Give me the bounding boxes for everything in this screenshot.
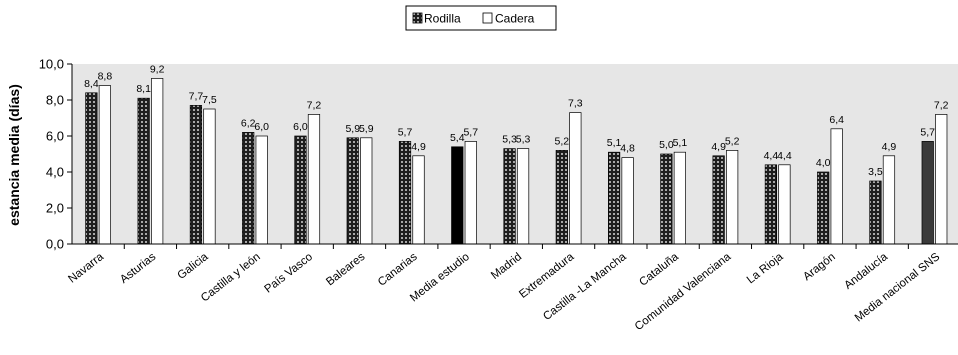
legend-swatch-cadera — [482, 12, 493, 24]
bar-rodilla — [555, 150, 568, 245]
y-tick-label: 8,0 — [46, 93, 64, 108]
bar-cadera — [360, 137, 373, 245]
x-tick-label: Aragón — [801, 251, 838, 283]
value-label-cadera: 7,5 — [202, 94, 217, 106]
bar-rodilla — [817, 171, 830, 245]
bar-rodilla — [398, 141, 412, 245]
y-tick-label: 0,0 — [46, 237, 64, 252]
x-tick-label: Media nacional SNS — [853, 251, 943, 325]
value-label-cadera: 7,2 — [934, 99, 949, 111]
value-label-cadera: 6,4 — [829, 114, 844, 126]
value-label-cadera: 6,0 — [254, 121, 269, 133]
value-label-cadera: 7,2 — [307, 99, 322, 111]
bar-cadera — [255, 135, 268, 245]
value-label-cadera: 4,9 — [411, 141, 426, 153]
value-label-rodilla: 5,2 — [555, 135, 570, 147]
x-tick-label: Comunidad Valenciana — [633, 251, 734, 334]
value-label-rodilla: 5,0 — [659, 139, 674, 151]
legend-label-rodilla: Rodilla — [424, 12, 461, 26]
legend: Rodilla Cadera — [405, 5, 557, 31]
x-tick-label: Madrid — [489, 251, 524, 282]
bar-cadera — [307, 114, 321, 245]
value-label-rodilla: 4,9 — [711, 141, 726, 153]
bar-cadera — [516, 148, 530, 245]
y-tick-label: 2,0 — [46, 201, 64, 216]
value-label-rodilla: 5,3 — [502, 134, 517, 146]
value-label-cadera: 8,8 — [98, 71, 113, 83]
value-label-rodilla: 3,5 — [868, 166, 883, 178]
value-labels: 8,48,88,19,27,77,56,26,0 6,07,25,95,9 5,74… — [84, 63, 949, 178]
bar-rodilla — [921, 141, 934, 245]
value-label-rodilla: 4,0 — [816, 157, 831, 169]
x-tick-label: Canarias — [376, 251, 420, 289]
value-label-rodilla: 6,2 — [241, 117, 256, 129]
legend-label-cadera: Cadera — [495, 12, 535, 26]
x-tick-label: Baleares — [324, 251, 367, 289]
value-label-cadera: 5,3 — [516, 134, 531, 146]
bar-rodilla — [294, 135, 307, 245]
bar-cadera — [830, 128, 843, 245]
value-label-rodilla: 5,9 — [345, 123, 360, 135]
bar-cadera — [464, 141, 477, 245]
bar-rodilla — [869, 180, 882, 245]
value-label-rodilla: 8,1 — [136, 83, 151, 95]
x-tick-label: País Vasco — [263, 251, 316, 296]
bar-rodilla — [764, 164, 778, 245]
x-tick-label: La Rioja — [745, 251, 786, 287]
value-label-rodilla: 6,0 — [293, 121, 308, 133]
value-label-rodilla: 8,4 — [84, 78, 99, 90]
y-tick-label: 10,0 — [39, 57, 64, 72]
value-label-cadera: 9,2 — [150, 63, 165, 75]
x-tick-label: Asturias — [118, 251, 158, 286]
bar-rodilla — [85, 92, 98, 245]
bar-rodilla — [607, 151, 621, 245]
bar-rodilla — [346, 137, 359, 245]
value-label-cadera: 4,8 — [620, 143, 635, 155]
value-label-rodilla: 5,7 — [920, 126, 935, 138]
bar-cadera — [778, 164, 791, 245]
y-tick-label: 6,0 — [46, 129, 64, 144]
y-axis-title: estancia media (días) — [6, 84, 22, 226]
legend-swatch-rodilla — [412, 12, 423, 24]
bar-cadera — [935, 114, 948, 245]
bar-rodilla — [189, 105, 203, 245]
bar-cadera — [151, 78, 164, 245]
bar-cadera — [569, 112, 582, 245]
value-label-cadera: 5,7 — [463, 126, 478, 138]
legend-box — [405, 5, 557, 31]
value-label-cadera: 7,3 — [568, 98, 583, 110]
bar-cadera — [621, 157, 634, 245]
bar-rodilla — [660, 153, 673, 245]
value-label-cadera: 4,9 — [882, 141, 897, 153]
x-tick-label: Cataluña — [637, 251, 681, 289]
x-tick-label: Andalucía — [842, 251, 890, 292]
value-label-cadera: 5,9 — [359, 123, 374, 135]
x-tick-label: Navarra — [66, 251, 106, 286]
y-tick-label: 4,0 — [46, 165, 64, 180]
value-label-cadera: 4,4 — [777, 150, 792, 162]
value-label-rodilla: 5,7 — [398, 126, 413, 138]
value-label-rodilla: 5,4 — [450, 132, 465, 144]
bars — [85, 78, 948, 245]
bar-cadera — [98, 85, 111, 245]
bar-cadera — [203, 108, 216, 245]
bar-rodilla — [451, 146, 464, 245]
bar-rodilla — [137, 97, 150, 245]
value-label-cadera: 5,1 — [673, 137, 688, 149]
value-label-rodilla: 4,4 — [764, 150, 779, 162]
x-tick-label: Galicia — [175, 251, 211, 282]
bar-rodilla — [503, 148, 516, 245]
bar-cadera — [882, 155, 896, 245]
bar-cadera — [673, 151, 686, 245]
value-label-rodilla: 5,1 — [607, 137, 622, 149]
bar-cadera — [412, 155, 425, 245]
y-axis: 0,0 2,0 4,0 6,0 8,0 10,0 — [39, 57, 73, 252]
value-label-rodilla: 7,7 — [189, 90, 204, 102]
value-label-cadera: 5,2 — [725, 135, 740, 147]
bar-rodilla — [712, 155, 725, 245]
bar-rodilla — [242, 132, 255, 245]
bar-cadera — [726, 150, 739, 245]
